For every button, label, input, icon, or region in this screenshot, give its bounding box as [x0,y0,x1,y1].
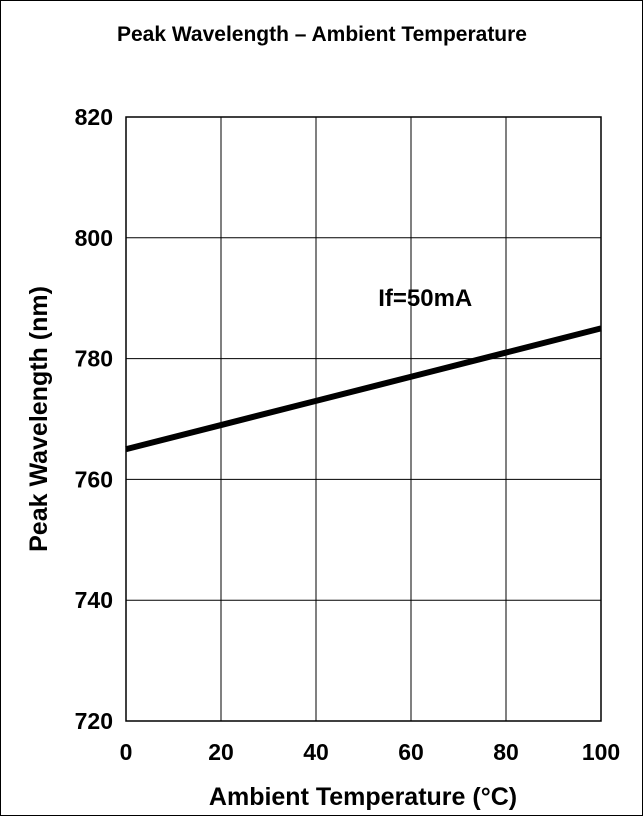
y-tick-label: 800 [75,225,113,251]
y-tick-label: 820 [75,104,113,130]
x-tick-label: 80 [493,739,519,765]
y-tick-label: 720 [75,708,113,734]
y-axis-title: Peak Wavelength (nm) [25,286,53,552]
y-tick-label: 760 [75,466,113,492]
x-tick-label: 100 [582,739,620,765]
chart-title: Peak Wavelength – Ambient Temperature [117,23,527,46]
plot-border [125,116,602,722]
x-tick-label: 60 [398,739,424,765]
y-tick-label: 740 [75,587,113,613]
x-tick-label: 40 [303,739,329,765]
x-axis-title: Ambient Temperature (°C) [209,783,517,811]
x-tick-label: 20 [208,739,234,765]
series-line [125,325,602,453]
y-tick-label: 780 [75,346,113,372]
plot-area: 0 20 40 60 80 100 720 740 760 780 800 820 [75,104,621,765]
x-tick-label: 0 [120,739,133,765]
annotation-label: If=50mA [378,285,472,312]
